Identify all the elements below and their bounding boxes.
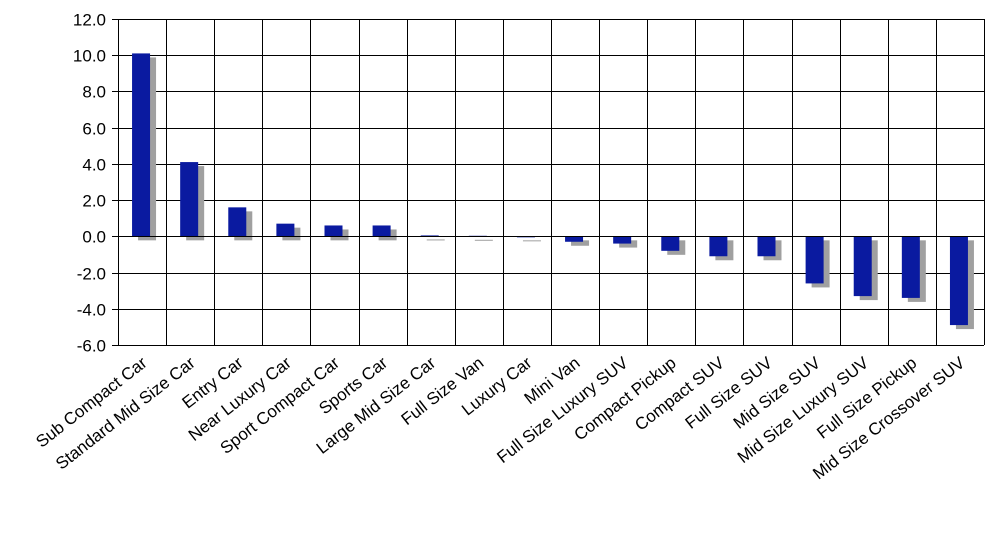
bar <box>901 236 920 298</box>
grid-layer <box>112 19 985 346</box>
y-tick-label: 4.0 <box>82 156 106 175</box>
y-tick-label: 10.0 <box>73 47 106 66</box>
bar <box>661 236 680 251</box>
bar <box>276 223 295 237</box>
y-tick-label: -4.0 <box>77 301 106 320</box>
bar <box>132 53 151 237</box>
y-tick-label: 12.0 <box>73 11 106 30</box>
y-tick-label: 0.0 <box>82 228 106 247</box>
y-tick-label: 8.0 <box>82 83 106 102</box>
bar-layer <box>118 53 984 326</box>
y-axis-ticks: 12.0 10.0 8.0 6.0 4.0 2.0 0.0 -2.0 -4.0 -6.0 <box>73 11 106 356</box>
bar <box>949 236 968 326</box>
bar <box>757 236 776 257</box>
bar <box>853 236 872 297</box>
bar-shadow-layer <box>138 57 974 330</box>
bar <box>420 235 439 237</box>
bar <box>228 207 247 237</box>
bar-shadow <box>619 240 638 248</box>
bar-shadow <box>474 239 493 241</box>
bar <box>324 225 343 237</box>
bar <box>180 162 199 237</box>
bar-shadow <box>571 240 590 246</box>
y-tick-label: -6.0 <box>77 337 106 356</box>
y-tick-label: -2.0 <box>77 265 106 284</box>
bar-shadow <box>522 240 541 242</box>
bar <box>805 236 824 284</box>
bar <box>709 236 728 257</box>
bar <box>613 236 632 244</box>
y-tick-label: 6.0 <box>82 120 106 139</box>
y-tick-label: 2.0 <box>82 192 106 211</box>
bar <box>565 236 584 242</box>
bar <box>372 225 391 237</box>
bar-shadow <box>426 239 445 241</box>
